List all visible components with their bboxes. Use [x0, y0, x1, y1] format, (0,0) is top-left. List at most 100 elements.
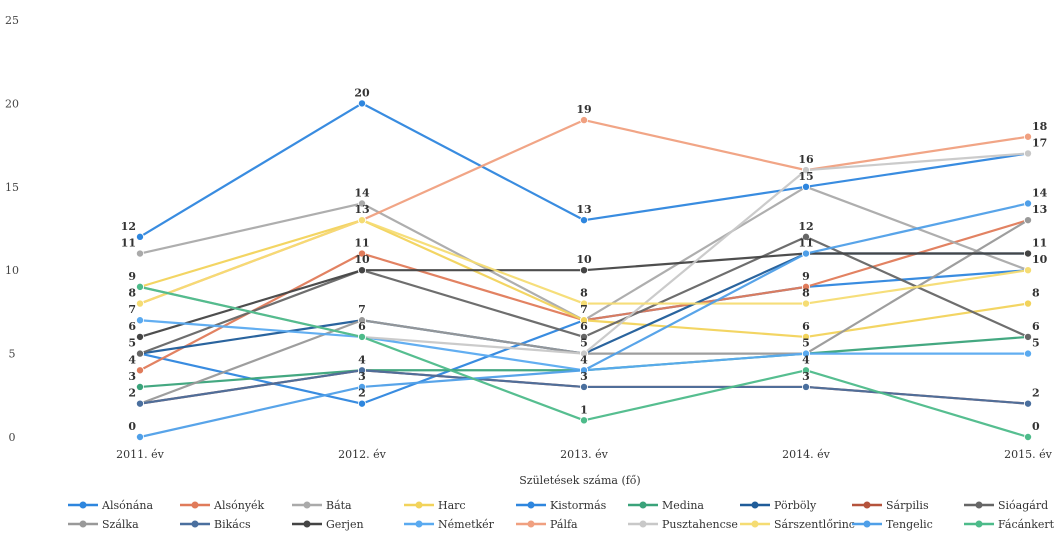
legend-label: Pusztahencse: [662, 518, 738, 531]
data-label: 3: [802, 370, 810, 383]
data-point: [1024, 216, 1033, 225]
data-label: 10: [1032, 253, 1048, 266]
data-point: [580, 116, 589, 125]
data-point: [1024, 432, 1033, 441]
data-label: 15: [798, 170, 813, 183]
y-tick-label: 10: [5, 264, 19, 277]
legend-item: Pusztahencse: [628, 518, 738, 531]
y-tick-label: 5: [9, 348, 16, 361]
data-point: [135, 399, 144, 408]
data-label: 4: [580, 353, 588, 366]
data-label: 13: [1032, 203, 1047, 216]
data-label: 6: [1032, 320, 1040, 333]
data-point: [135, 432, 144, 441]
data-label: 5: [802, 337, 810, 350]
data-point: [580, 266, 589, 275]
data-label: 8: [1032, 287, 1040, 300]
data-point: [135, 366, 144, 375]
data-label: 10: [354, 253, 370, 266]
data-point: [1024, 332, 1033, 341]
data-label: 12: [121, 220, 136, 233]
x-tick-label: 2015. év: [1004, 448, 1052, 461]
data-point: [1024, 132, 1033, 141]
data-point: [1024, 149, 1033, 158]
data-point: [580, 299, 589, 308]
data-label: 0: [1032, 420, 1040, 433]
data-point: [135, 232, 144, 241]
legend-item: Tengelic: [852, 518, 933, 531]
legend-marker-icon: [751, 520, 759, 528]
data-point: [357, 332, 366, 341]
legend-label: Sióagárd: [998, 499, 1048, 512]
data-label: 11: [1032, 237, 1047, 250]
legend-marker-icon: [639, 501, 647, 509]
data-point: [802, 166, 811, 175]
legend-marker-icon: [527, 520, 535, 528]
x-tick-label: 2011. év: [116, 448, 164, 461]
x-axis-title: Születések száma (fő): [519, 474, 640, 487]
data-label: 6: [802, 320, 810, 333]
data-point: [357, 249, 366, 258]
legend-item: Pörböly: [740, 499, 817, 512]
data-point: [580, 382, 589, 391]
y-tick-label: 15: [5, 181, 19, 194]
data-label: 7: [580, 303, 588, 316]
data-label: 14: [354, 186, 370, 199]
data-label: 9: [128, 270, 136, 283]
data-label: 1: [580, 403, 588, 416]
data-point: [802, 382, 811, 391]
data-point: [357, 399, 366, 408]
data-label: 12: [798, 220, 813, 233]
data-point: [802, 299, 811, 308]
legend-marker-icon: [303, 520, 311, 528]
legend-label: Szálka: [102, 518, 139, 531]
data-label: 2: [1032, 387, 1040, 400]
legend-label: Németkér: [438, 518, 495, 531]
legend-marker-icon: [639, 520, 647, 528]
data-label: 9: [802, 270, 810, 283]
legend-marker-icon: [79, 501, 87, 509]
legend-item: Bikács: [180, 518, 251, 531]
data-point: [135, 282, 144, 291]
data-label: 6: [580, 320, 588, 333]
legend-label: Kistormás: [550, 499, 607, 512]
legend-item: Pálfa: [516, 518, 578, 531]
data-point: [357, 199, 366, 208]
data-point: [135, 299, 144, 308]
data-label: 13: [354, 203, 369, 216]
data-point: [802, 249, 811, 258]
data-label: 8: [128, 287, 136, 300]
data-label: 7: [128, 303, 136, 316]
data-label: 7: [358, 303, 366, 316]
legend-marker-icon: [527, 501, 535, 509]
legend: Alsónána Alsónyék Báta Harc Kistormás Medina P…: [68, 499, 1055, 531]
legend-marker-icon: [863, 501, 871, 509]
data-point: [1024, 199, 1033, 208]
data-label: 13: [576, 203, 591, 216]
data-point: [357, 316, 366, 325]
data-label: 4: [128, 353, 136, 366]
data-label: 4: [802, 353, 810, 366]
legend-item: Harc: [404, 499, 466, 512]
legend-label: Gerjen: [326, 518, 364, 531]
x-tick-label: 2012. év: [338, 448, 386, 461]
data-label: 2: [358, 387, 366, 400]
x-axis-ticks: 2011. év 2012. év 2013. év 2014. év 2015. év: [116, 448, 1052, 461]
legend-item: Báta: [292, 499, 352, 512]
legend-item: Gerjen: [292, 518, 364, 531]
data-label: 8: [802, 287, 810, 300]
data-point: [580, 332, 589, 341]
legend-label: Fácánkert: [998, 518, 1055, 531]
y-tick-label: 20: [5, 97, 19, 110]
data-point: [357, 382, 366, 391]
legend-label: Alsónyék: [213, 499, 265, 512]
data-label: 3: [580, 370, 588, 383]
data-label: 6: [358, 320, 366, 333]
legend-item: Szálka: [68, 518, 139, 531]
legend-item: Sióagárd: [964, 499, 1048, 512]
data-point: [357, 99, 366, 108]
data-point: [802, 332, 811, 341]
data-point: [357, 216, 366, 225]
legend-label: Pálfa: [550, 518, 578, 531]
